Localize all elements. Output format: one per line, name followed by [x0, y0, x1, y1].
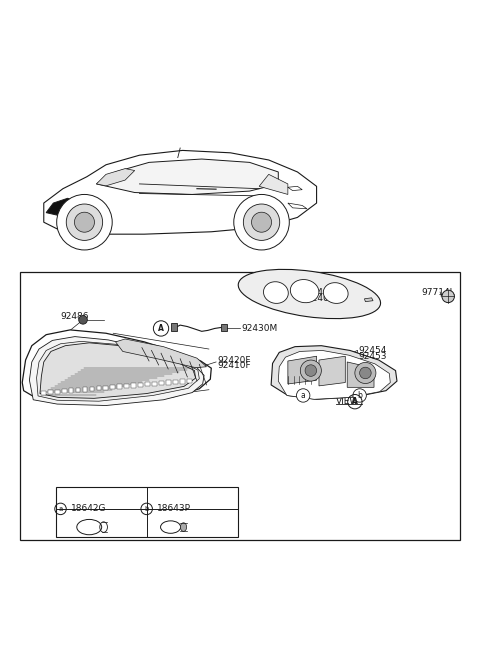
Text: 18642G: 18642G [71, 504, 107, 514]
Polygon shape [347, 362, 374, 387]
Bar [145, 382, 150, 386]
Polygon shape [46, 198, 77, 216]
Ellipse shape [264, 282, 288, 303]
Polygon shape [271, 346, 397, 400]
Polygon shape [170, 323, 177, 331]
Bar [166, 381, 171, 384]
Bar [83, 387, 87, 392]
Text: a: a [59, 506, 63, 512]
Text: 97714L: 97714L [421, 288, 455, 297]
Bar [152, 382, 157, 386]
Ellipse shape [180, 523, 187, 531]
Circle shape [79, 316, 87, 324]
Polygon shape [221, 324, 227, 331]
Polygon shape [319, 356, 345, 386]
Bar [20, 272, 460, 540]
Text: 18643P: 18643P [157, 504, 191, 514]
Text: 92453: 92453 [359, 352, 387, 361]
Bar [69, 388, 73, 393]
Polygon shape [116, 339, 206, 367]
Bar [187, 379, 192, 383]
Bar [104, 386, 108, 390]
Polygon shape [44, 151, 317, 234]
Bar [159, 381, 164, 385]
Bar [90, 386, 95, 391]
Bar [131, 383, 136, 388]
Polygon shape [40, 343, 195, 398]
Text: VIEW: VIEW [336, 397, 359, 406]
Text: 92454: 92454 [359, 346, 387, 355]
Circle shape [154, 321, 168, 336]
Bar [48, 390, 53, 394]
Ellipse shape [290, 280, 319, 303]
Circle shape [300, 360, 322, 381]
Polygon shape [96, 168, 135, 186]
Circle shape [66, 204, 103, 240]
Bar [118, 384, 122, 388]
Text: 92402A: 92402A [306, 288, 340, 297]
Circle shape [234, 195, 289, 250]
Text: A: A [352, 397, 358, 406]
Text: 92401A: 92401A [306, 294, 341, 303]
Text: 92420F: 92420F [217, 356, 251, 365]
Circle shape [297, 389, 310, 402]
Ellipse shape [324, 283, 348, 303]
Circle shape [305, 365, 317, 377]
Bar [55, 390, 60, 394]
Polygon shape [22, 330, 211, 403]
Text: b: b [144, 506, 149, 512]
Circle shape [74, 212, 95, 233]
Bar [173, 380, 178, 384]
Bar [76, 388, 81, 392]
Ellipse shape [238, 269, 381, 318]
Text: a: a [301, 391, 306, 400]
Bar [124, 384, 129, 388]
Text: A: A [158, 324, 164, 333]
Bar [56, 487, 238, 537]
Circle shape [353, 389, 366, 402]
Text: 92410F: 92410F [217, 362, 251, 370]
Circle shape [360, 367, 371, 379]
Polygon shape [288, 356, 317, 384]
Text: b: b [357, 391, 362, 400]
Text: 92486: 92486 [60, 312, 89, 320]
Bar [180, 379, 185, 384]
Polygon shape [36, 341, 199, 402]
Polygon shape [29, 337, 204, 405]
Bar [138, 383, 143, 387]
Polygon shape [278, 350, 390, 400]
Circle shape [442, 290, 455, 303]
Text: 92430M: 92430M [241, 324, 277, 333]
Circle shape [57, 195, 112, 250]
Circle shape [243, 204, 280, 240]
Polygon shape [96, 159, 278, 195]
Bar [62, 389, 67, 393]
Circle shape [252, 212, 272, 233]
Bar [110, 385, 115, 389]
Polygon shape [364, 298, 373, 302]
Polygon shape [259, 174, 288, 195]
Bar [96, 386, 101, 390]
Bar [41, 390, 46, 395]
Circle shape [355, 362, 376, 383]
